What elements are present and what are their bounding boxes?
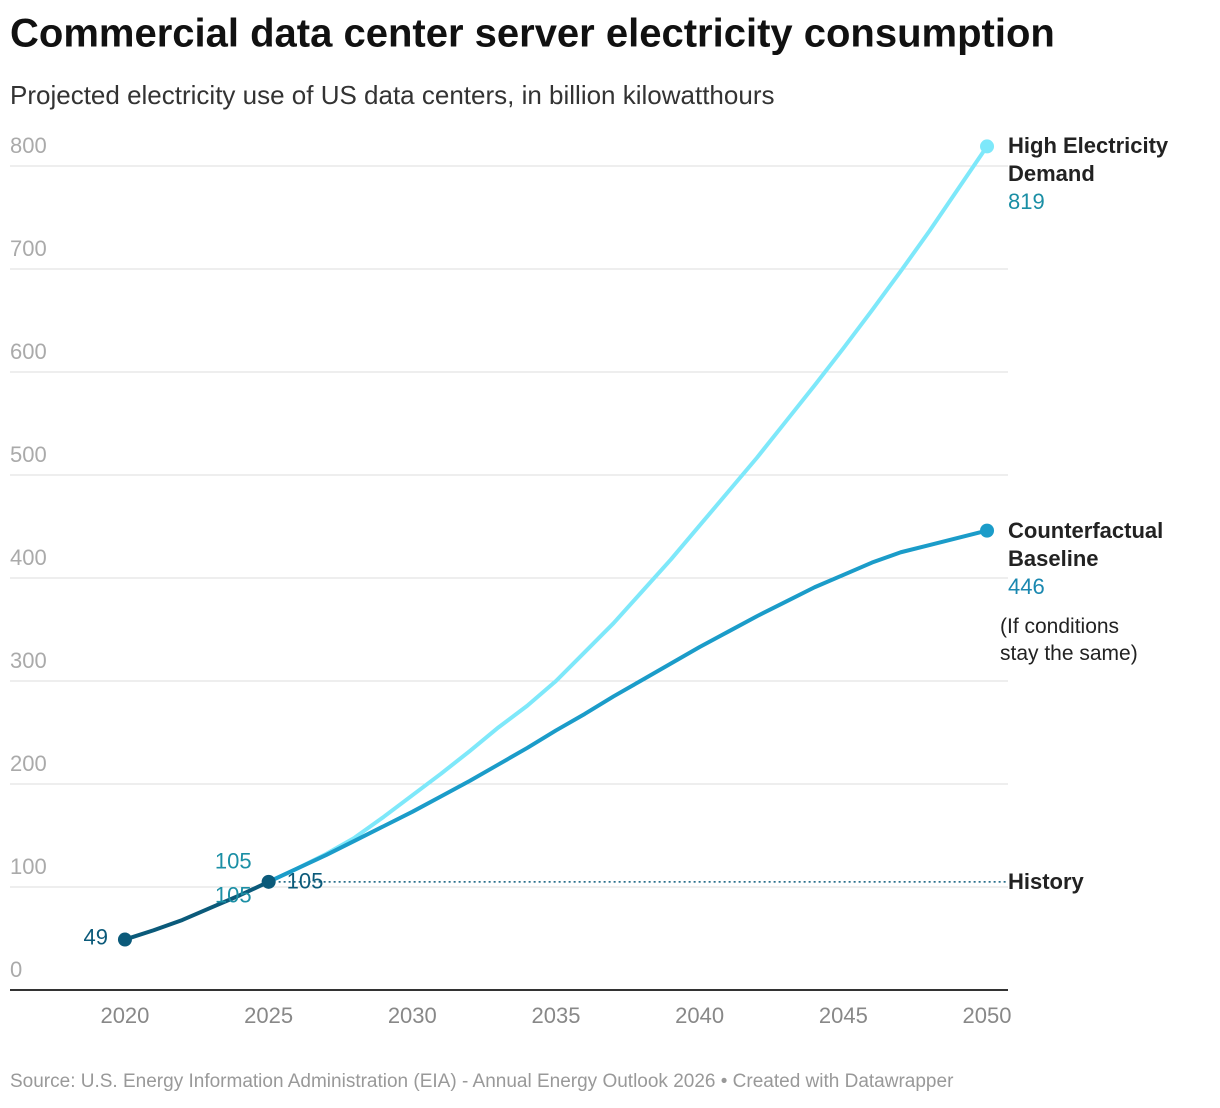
y-tick-label: 200 xyxy=(10,751,47,776)
chart-title: Commercial data center server electricit… xyxy=(10,12,1055,56)
line xyxy=(267,145,989,884)
x-tick-label: 2035 xyxy=(532,1003,581,1028)
x-tick-label: 2025 xyxy=(244,1003,293,1028)
point xyxy=(117,932,132,947)
x-tick-label: 2045 xyxy=(819,1003,868,1028)
y-tick-label: 300 xyxy=(10,648,47,673)
point xyxy=(980,139,995,154)
y-tick-label: 500 xyxy=(10,442,47,467)
line xyxy=(267,528,988,884)
annotation: (If conditions stay the same) xyxy=(1000,614,1138,665)
point xyxy=(261,874,276,889)
y-tick-label: 600 xyxy=(10,339,47,364)
value-label: 105 xyxy=(215,883,252,908)
value-label: 819 xyxy=(1008,189,1045,215)
value-label: 105 xyxy=(215,849,252,874)
x-tick-label: 2050 xyxy=(963,1003,1012,1028)
y-tick-label: 100 xyxy=(10,854,47,879)
x-tick-label: 2020 xyxy=(100,1003,149,1028)
series-label: High Electricity Demand xyxy=(1008,133,1169,187)
y-tick-label: 800 xyxy=(10,133,47,158)
y-tick-label: 0 xyxy=(10,957,22,982)
point xyxy=(980,523,995,538)
x-tick-label: 2040 xyxy=(675,1003,724,1028)
series-label: History xyxy=(1008,868,1084,894)
chart-subtitle: Projected electricity use of US data cen… xyxy=(10,80,774,110)
source: Source: U.S. Energy Information Administ… xyxy=(10,1071,954,1092)
series-label: Counterfactual Baseline xyxy=(1008,517,1164,571)
value-label: 49 xyxy=(83,924,107,949)
y-tick-label: 400 xyxy=(10,545,47,570)
y-tick-label: 700 xyxy=(10,236,47,261)
line xyxy=(124,880,270,942)
value-label: 446 xyxy=(1008,573,1045,599)
value-label: 105 xyxy=(287,869,324,894)
x-tick-label: 2030 xyxy=(388,1003,437,1028)
